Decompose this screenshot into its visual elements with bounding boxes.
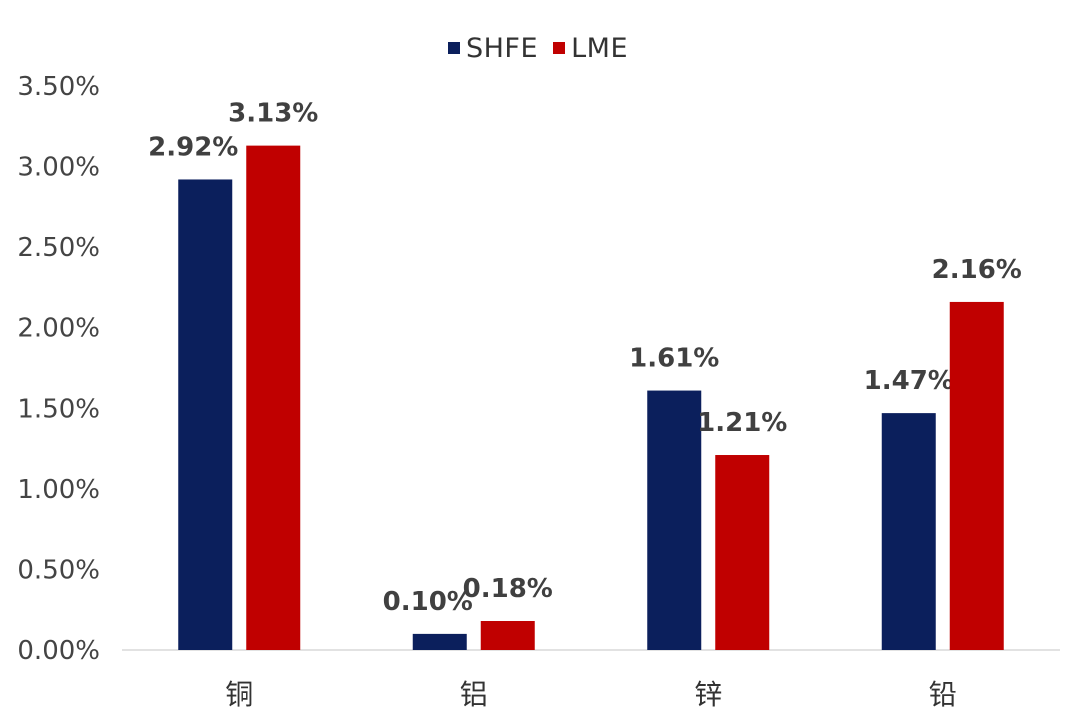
y-tick-label: 0.50% xyxy=(17,555,100,585)
x-category-label: 铝 xyxy=(460,678,488,711)
data-label-shfe: 1.47% xyxy=(864,366,954,396)
x-category-label: 铅 xyxy=(929,678,957,711)
legend-swatch-shfe xyxy=(447,42,460,54)
x-category-label: 铜 xyxy=(225,678,253,711)
legend-label-shfe: SHFE xyxy=(465,32,539,64)
bar-lme-3 xyxy=(949,301,1004,650)
bar-shfe-2 xyxy=(647,390,702,650)
data-label-shfe: 0.10% xyxy=(383,587,473,617)
data-label-shfe: 2.92% xyxy=(148,132,238,162)
y-tick-label: 0.00% xyxy=(17,636,100,666)
x-category-label: 锌 xyxy=(694,678,722,711)
y-tick-label: 3.50% xyxy=(17,72,100,102)
legend-item-shfe: SHFE xyxy=(447,32,539,64)
bar-shfe-0 xyxy=(178,179,233,650)
data-label-lme: 1.21% xyxy=(697,408,787,438)
bar-lme-1 xyxy=(480,620,535,650)
data-label-shfe: 1.61% xyxy=(629,344,719,374)
data-label-lme: 0.18% xyxy=(463,574,553,604)
y-tick-label: 1.00% xyxy=(17,475,100,505)
y-tick-label: 3.00% xyxy=(17,153,100,183)
bar-lme-2 xyxy=(715,455,770,650)
y-tick-label: 1.50% xyxy=(17,394,100,424)
bar-lme-0 xyxy=(246,145,301,650)
data-label-lme: 2.16% xyxy=(932,255,1022,285)
bar-shfe-1 xyxy=(412,633,467,650)
data-label-lme: 3.13% xyxy=(228,99,318,129)
legend-swatch-lme xyxy=(553,42,566,54)
legend-label-lme: LME xyxy=(571,32,629,64)
bar-shfe-3 xyxy=(881,413,936,650)
y-tick-label: 2.00% xyxy=(17,314,100,344)
legend-item-lme: LME xyxy=(553,33,628,64)
chart-legend: SHFE LME xyxy=(0,30,1076,64)
y-tick-label: 2.50% xyxy=(17,233,100,263)
